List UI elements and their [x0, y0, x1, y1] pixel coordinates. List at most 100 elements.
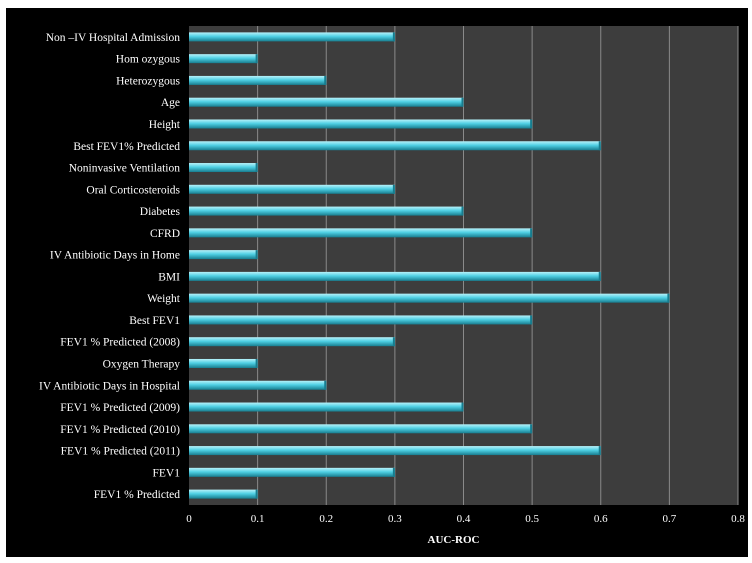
category-label: FEV1 % Predicted (2008) — [60, 337, 180, 349]
bar-body — [189, 163, 258, 173]
x-tick-label: 0 — [186, 513, 192, 525]
bar — [189, 141, 601, 151]
category-label: Diabetes — [140, 206, 181, 218]
x-tick-label: 0.6 — [594, 513, 608, 525]
category-label: FEV1 % Predicted (2011) — [61, 446, 181, 458]
bar-end-cap — [530, 119, 533, 129]
bar-end-cap — [530, 228, 533, 238]
bar-end-cap — [461, 206, 464, 216]
bar-body — [189, 446, 601, 456]
x-tick-label: 0.1 — [251, 513, 265, 525]
bar-end-cap — [392, 467, 395, 477]
category-label: Noninvasive Ventilation — [69, 163, 181, 175]
bar — [189, 228, 533, 238]
category-label: Weight — [147, 293, 181, 305]
bar-body — [189, 97, 464, 107]
bar-body — [189, 141, 601, 151]
category-label: Age — [161, 97, 180, 109]
bar-body — [189, 337, 395, 347]
bar-body — [189, 424, 533, 434]
bar-end-cap — [324, 380, 327, 390]
bar-body — [189, 358, 258, 368]
category-label: Heterozygous — [116, 75, 180, 87]
bar — [189, 380, 327, 390]
category-label: FEV1 % Predicted (2010) — [60, 424, 180, 436]
bar-end-cap — [598, 271, 601, 281]
category-label: Oral Corticosteroids — [86, 184, 180, 196]
bar — [189, 402, 464, 412]
bar — [189, 75, 327, 85]
bar-end-cap — [255, 250, 258, 260]
x-tick-label: 0.8 — [731, 513, 745, 525]
category-labels: Non –IV Hospital Admission Hom ozygous Het… — [39, 32, 181, 501]
bar — [189, 163, 258, 173]
bar-body — [189, 380, 327, 390]
x-tick-labels: 0 0.1 0.2 0.3 0.4 0.5 0.6 0.7 0.8 — [186, 513, 745, 525]
bar-body — [189, 315, 533, 325]
bar — [189, 446, 601, 456]
bar-body — [189, 250, 258, 260]
bar — [189, 206, 464, 216]
category-label: BMI — [158, 271, 180, 283]
bar-end-cap — [530, 315, 533, 325]
bar-end-cap — [255, 358, 258, 368]
bar — [189, 97, 464, 107]
category-label: FEV1 % Predicted (2009) — [60, 402, 180, 414]
bar — [189, 424, 533, 434]
bar — [189, 32, 395, 42]
bar — [189, 271, 601, 281]
bar — [189, 467, 395, 477]
bar — [189, 293, 670, 303]
category-label: IV Antibiotic Days in Hospital — [39, 380, 180, 392]
category-label: IV Antibiotic Days in Home — [50, 250, 180, 262]
bar-body — [189, 467, 395, 477]
bar-body — [189, 206, 464, 216]
bar-body — [189, 271, 601, 281]
bar-end-cap — [667, 293, 670, 303]
bar-end-cap — [255, 489, 258, 499]
category-label: FEV1 % Predicted — [94, 489, 180, 501]
bar-end-cap — [461, 97, 464, 107]
bar — [189, 184, 395, 194]
bar-end-cap — [392, 184, 395, 194]
bar-end-cap — [392, 32, 395, 42]
category-label: Hom ozygous — [116, 54, 181, 66]
bar-end-cap — [255, 163, 258, 173]
bar-body — [189, 402, 464, 412]
bar-body — [189, 489, 258, 499]
bar — [189, 119, 533, 129]
bar-body — [189, 54, 258, 64]
bar — [189, 315, 533, 325]
x-tick-label: 0.3 — [388, 513, 402, 525]
bar — [189, 250, 258, 260]
x-tick-label: 0.7 — [663, 513, 677, 525]
bar — [189, 337, 395, 347]
category-label: CFRD — [150, 228, 180, 240]
bar-end-cap — [598, 446, 601, 456]
category-label: FEV1 — [153, 467, 181, 479]
bar-end-cap — [392, 337, 395, 347]
category-label: Best FEV1% Predicted — [73, 141, 180, 153]
bar-body — [189, 293, 670, 303]
x-tick-label: 0.4 — [457, 513, 471, 525]
x-tick-label: 0.5 — [525, 513, 539, 525]
category-label: Non –IV Hospital Admission — [46, 32, 181, 44]
bar-body — [189, 119, 533, 129]
category-label: Height — [149, 119, 181, 131]
bar — [189, 489, 258, 499]
bar-body — [189, 184, 395, 194]
bar — [189, 358, 258, 368]
bar-body — [189, 228, 533, 238]
x-axis-title: AUC-ROC — [428, 534, 480, 546]
bar-end-cap — [461, 402, 464, 412]
bar-end-cap — [598, 141, 601, 151]
bar-body — [189, 75, 327, 85]
bar-body — [189, 32, 395, 42]
bar — [189, 54, 258, 64]
category-label: Best FEV1 — [129, 315, 180, 327]
category-label: Oxygen Therapy — [103, 358, 181, 370]
bar-end-cap — [324, 75, 327, 85]
bars — [189, 32, 670, 499]
bar-end-cap — [255, 54, 258, 64]
